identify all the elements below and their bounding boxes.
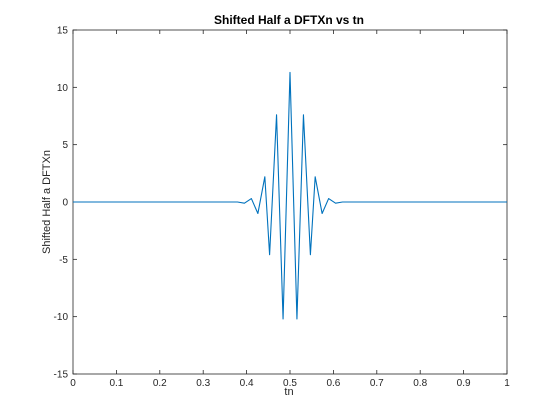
y-tick-label: 5 (62, 140, 68, 151)
x-tick-label: 0.8 (413, 378, 427, 389)
x-tick-label: 0.1 (109, 378, 123, 389)
y-tick-label: -15 (54, 370, 69, 381)
series-line-1 (73, 71, 507, 320)
series-layer (73, 71, 507, 320)
x-tick-label: 0.9 (457, 378, 471, 389)
x-tick-label: 0.4 (240, 378, 254, 389)
x-tick-label: 0.3 (196, 378, 210, 389)
x-tick-label: 0.7 (370, 378, 384, 389)
y-tick-label: -10 (54, 312, 69, 323)
y-axis: -15 -10 -5 0 5 10 15 (54, 26, 507, 381)
y-tick-label: 10 (57, 83, 69, 94)
x-tick-label: 0.6 (326, 378, 340, 389)
x-tick-label: 0 (70, 378, 76, 389)
x-axis-label: tn (284, 386, 293, 398)
y-tick-label: -5 (59, 255, 68, 266)
y-axis-label: Shifted Half a DFTXn (41, 150, 53, 254)
x-tick-label: 0.2 (153, 378, 167, 389)
chart-title: Shifted Half a DFTXn vs tn (214, 13, 364, 27)
x-tick-label: 0.5 (283, 378, 297, 389)
y-tick-label: 0 (62, 198, 68, 209)
y-tick-label: 15 (57, 26, 69, 37)
x-axis: 0 0.1 0.2 0.3 0.4 0.5 0.6 0.7 0.8 0.9 1 (70, 30, 510, 389)
x-tick-label: 1 (504, 378, 510, 389)
